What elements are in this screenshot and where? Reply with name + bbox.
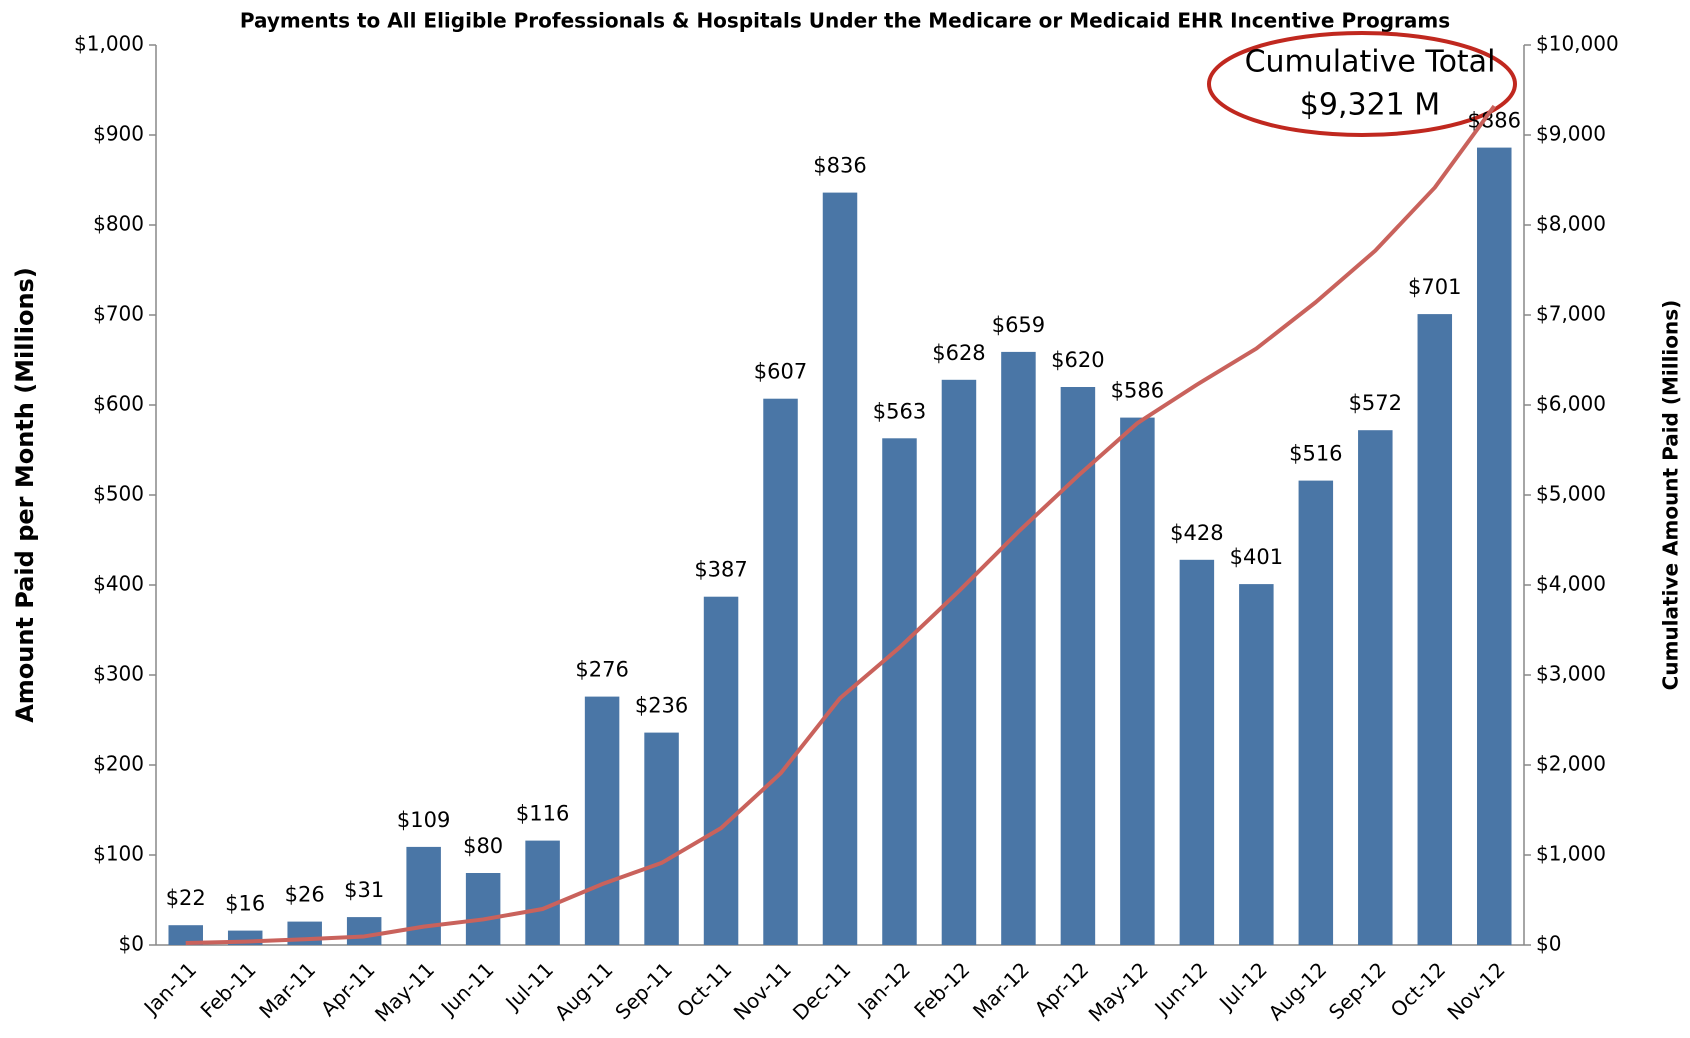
annotation: Cumulative Total <box>1245 45 1496 80</box>
bar <box>1417 314 1453 946</box>
x-tick-label: Jun-11 <box>435 957 499 1021</box>
data-label: $276 <box>575 658 628 682</box>
data-label: $387 <box>694 558 747 582</box>
data-label: $659 <box>992 313 1045 337</box>
x-tick-label: Oct-12 <box>1386 957 1451 1022</box>
data-label: $16 <box>225 892 265 916</box>
data-label: $116 <box>516 802 569 826</box>
bar <box>1358 430 1393 945</box>
data-label: $401 <box>1230 545 1283 569</box>
y2-tick-label: $9,000 <box>1536 122 1606 146</box>
x-tick-label: May-11 <box>370 957 439 1026</box>
data-label: $31 <box>344 878 384 902</box>
x-tick-label: Jan-12 <box>852 957 915 1020</box>
data-label: $428 <box>1170 521 1223 545</box>
data-label: $22 <box>166 886 206 910</box>
y2-tick-label: $2,000 <box>1536 752 1606 776</box>
x-tick-label: Jul-12 <box>1213 957 1272 1016</box>
data-label: $236 <box>635 694 688 718</box>
x-tick-label: Apr-11 <box>316 957 380 1021</box>
y-tick-label: $600 <box>93 392 144 416</box>
x-tick-label: Oct-11 <box>672 957 737 1022</box>
y-tick-label: $800 <box>93 212 144 236</box>
y2-tick-label: $8,000 <box>1536 212 1606 236</box>
bar <box>1239 584 1274 945</box>
y-tick-label: $1,000 <box>74 32 144 56</box>
y-tick-label: $200 <box>93 752 144 776</box>
x-tick-label: May-12 <box>1084 957 1153 1026</box>
bar <box>941 379 977 945</box>
x-tick-label: Sep-12 <box>1324 957 1391 1024</box>
bar <box>465 873 501 945</box>
x-tick-label: Feb-12 <box>909 957 974 1022</box>
bar <box>1060 387 1096 945</box>
y2-tick-label: $10,000 <box>1536 32 1619 56</box>
y2-tick-label: $0 <box>1536 932 1561 956</box>
bar <box>525 840 560 945</box>
x-tick-label: Apr-12 <box>1030 957 1094 1021</box>
bar <box>168 925 203 945</box>
y2-tick-label: $1,000 <box>1536 842 1606 866</box>
x-tick-label: Feb-11 <box>196 957 261 1022</box>
bar <box>703 596 739 945</box>
bar <box>1120 417 1155 946</box>
x-tick-label: Dec-11 <box>788 957 855 1024</box>
x-tick-label: Sep-11 <box>610 957 677 1024</box>
y-tick-label: $100 <box>93 842 144 866</box>
y-axis-label: Amount Paid per Month (Millions) <box>11 267 39 723</box>
data-label: $572 <box>1349 391 1402 415</box>
y2-tick-label: $3,000 <box>1536 662 1606 686</box>
x-tick-label: Aug-12 <box>1264 957 1332 1025</box>
cumulative-line <box>185 104 1496 946</box>
y2-tick-label: $5,000 <box>1536 482 1606 506</box>
y2-tick-label: $6,000 <box>1536 392 1606 416</box>
annotation: $9,321 M <box>1300 88 1440 123</box>
y2-tick-label: $4,000 <box>1536 572 1606 596</box>
annotation-ellipse <box>1207 31 1517 137</box>
data-label: $563 <box>873 399 926 423</box>
bar <box>346 917 382 945</box>
bar <box>584 696 620 945</box>
data-label: $586 <box>1111 379 1164 403</box>
x-tick-label: Jul-11 <box>499 957 558 1016</box>
bar <box>822 192 858 946</box>
data-label: $26 <box>285 883 325 907</box>
bar <box>1298 480 1334 945</box>
bar <box>644 732 679 945</box>
bar <box>1179 559 1215 945</box>
y-tick-label: $0 <box>119 932 144 956</box>
data-label: $80 <box>463 834 503 858</box>
y2-axis-label: Cumulative Amount Paid (Millions) <box>1659 300 1683 691</box>
data-label: $516 <box>1289 442 1342 466</box>
bar <box>763 398 798 945</box>
x-tick-label: Jan-11 <box>138 957 201 1020</box>
x-tick-label: Nov-12 <box>1442 957 1509 1024</box>
x-tick-label: Nov-11 <box>729 957 796 1024</box>
bar <box>1001 351 1036 945</box>
y-tick-label: $700 <box>93 302 144 326</box>
data-label: $620 <box>1051 348 1104 372</box>
x-tick-label: Jun-12 <box>1149 957 1213 1021</box>
data-label: $109 <box>397 808 450 832</box>
bar <box>1477 147 1512 946</box>
data-label: $607 <box>754 360 807 384</box>
x-tick-label: Mar-12 <box>968 957 1034 1023</box>
y2-tick-label: $7,000 <box>1536 302 1606 326</box>
data-label: $836 <box>813 154 866 178</box>
y-tick-label: $500 <box>93 482 144 506</box>
data-label: $628 <box>932 341 985 365</box>
y-tick-label: $400 <box>93 572 144 596</box>
chart-title: Payments to All Eligible Professionals &… <box>240 9 1450 33</box>
bar <box>882 438 917 945</box>
x-tick-label: Aug-11 <box>550 957 618 1025</box>
y-tick-label: $900 <box>93 122 144 146</box>
y-tick-label: $300 <box>93 662 144 686</box>
x-tick-label: Mar-11 <box>254 957 320 1023</box>
data-label: $701 <box>1408 275 1461 299</box>
